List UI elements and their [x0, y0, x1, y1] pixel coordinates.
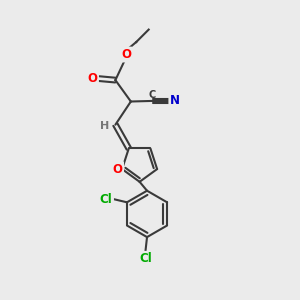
- Text: Cl: Cl: [100, 193, 112, 206]
- Text: C: C: [148, 90, 155, 100]
- Text: O: O: [88, 72, 98, 85]
- Text: N: N: [170, 94, 180, 107]
- Text: O: O: [112, 163, 123, 176]
- Text: H: H: [100, 121, 109, 131]
- Text: Cl: Cl: [139, 252, 152, 265]
- Text: O: O: [122, 48, 131, 61]
